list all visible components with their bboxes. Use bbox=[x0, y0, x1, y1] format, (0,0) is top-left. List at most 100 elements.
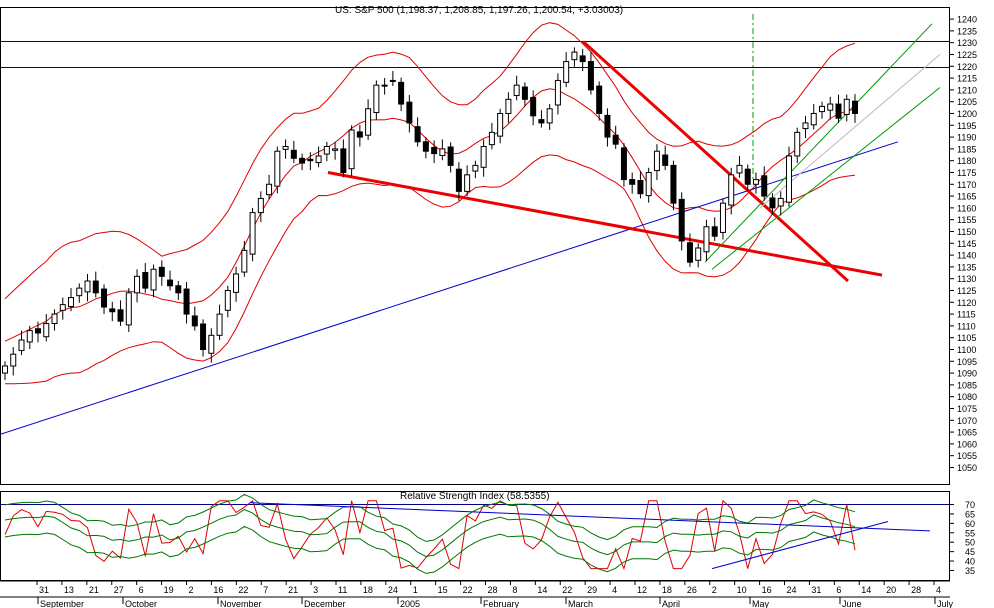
candle-body bbox=[117, 309, 124, 322]
candle-body bbox=[587, 61, 594, 91]
candle-body bbox=[736, 164, 743, 174]
candle-body bbox=[340, 148, 347, 173]
x-tick-label: 22 bbox=[238, 585, 248, 595]
candle-body bbox=[233, 273, 240, 293]
x-tick-label: 19 bbox=[164, 585, 174, 595]
x-tick-label: 13 bbox=[64, 585, 74, 595]
rsi-tick-label: 55 bbox=[965, 528, 975, 538]
price-panel-frame bbox=[0, 7, 950, 485]
y-tick-label: 1165 bbox=[957, 192, 976, 202]
candle-body bbox=[290, 149, 297, 159]
candle-body bbox=[109, 308, 116, 313]
candle-body bbox=[472, 164, 479, 172]
rsi-band-lower bbox=[4, 525, 856, 574]
candle-body bbox=[769, 197, 776, 209]
rsi-tick-label: 70 bbox=[965, 500, 975, 510]
rsi-blue-trendline bbox=[249, 502, 931, 532]
candle-body bbox=[35, 328, 42, 334]
y-tick-label: 1120 bbox=[957, 298, 976, 308]
candle-body bbox=[752, 179, 759, 185]
candle-body bbox=[521, 86, 528, 100]
candle-body bbox=[678, 198, 685, 242]
month-label: July bbox=[937, 599, 954, 608]
y-tick-label: 1205 bbox=[957, 97, 977, 107]
candle-body bbox=[356, 131, 363, 138]
candle-body bbox=[728, 174, 735, 206]
candle-body bbox=[84, 280, 91, 293]
candle-body bbox=[274, 150, 281, 187]
y-tick-label: 1215 bbox=[957, 74, 977, 84]
red-resistance-line bbox=[581, 40, 850, 283]
y-tick-label: 1105 bbox=[957, 333, 976, 343]
candle-body bbox=[852, 100, 858, 114]
candle-body bbox=[513, 84, 520, 97]
candle-body bbox=[158, 266, 165, 277]
candle-body bbox=[59, 304, 66, 311]
rsi-tick-label: 35 bbox=[965, 566, 975, 576]
candle-body bbox=[827, 103, 834, 111]
candle-body bbox=[167, 279, 174, 287]
candle-body bbox=[554, 79, 561, 106]
candle-body bbox=[191, 315, 198, 327]
y-tick-label: 1075 bbox=[957, 404, 977, 414]
rsi-tick-label: 40 bbox=[965, 557, 975, 567]
x-tick-label: 7 bbox=[263, 585, 268, 595]
candle-body bbox=[51, 313, 58, 325]
candle-body bbox=[794, 131, 801, 157]
y-tick-label: 1110 bbox=[957, 321, 976, 331]
x-tick-label: 27 bbox=[114, 585, 124, 595]
rsi-band-mid bbox=[4, 508, 856, 558]
candle-body bbox=[703, 226, 710, 253]
x-tick-label: 31 bbox=[39, 585, 49, 595]
candle-body bbox=[422, 141, 429, 152]
candle-body bbox=[150, 268, 157, 291]
month-label: May bbox=[752, 599, 770, 608]
candle-body bbox=[216, 313, 223, 336]
candle-body bbox=[43, 323, 50, 338]
x-tick-label: 2 bbox=[189, 585, 194, 595]
y-tick-label: 1050 bbox=[957, 463, 977, 473]
y-tick-label: 1175 bbox=[957, 168, 976, 178]
candle-body bbox=[266, 183, 273, 196]
candle-body bbox=[546, 108, 553, 124]
month-label: September bbox=[40, 599, 84, 608]
y-tick-label: 1200 bbox=[957, 109, 977, 119]
candle-body bbox=[604, 114, 611, 138]
candle-body bbox=[282, 146, 289, 150]
y-tick-label: 1080 bbox=[957, 392, 977, 402]
x-tick-label: 29 bbox=[587, 585, 597, 595]
x-tick-label: 21 bbox=[288, 585, 298, 595]
rsi-tick-label: 50 bbox=[965, 538, 975, 548]
candle-body bbox=[315, 155, 322, 164]
x-tick-label: 21 bbox=[89, 585, 99, 595]
x-tick-label: 3 bbox=[313, 585, 318, 595]
candle-body bbox=[406, 101, 413, 124]
rsi-band-upper bbox=[4, 493, 856, 542]
candle-body bbox=[76, 287, 83, 297]
x-tick-label: 15 bbox=[438, 585, 448, 595]
month-label: February bbox=[483, 599, 520, 608]
candle-body bbox=[744, 168, 751, 185]
candle-body bbox=[629, 179, 636, 185]
candle-body bbox=[2, 365, 8, 374]
green-channel-lower bbox=[711, 87, 941, 270]
y-tick-label: 1240 bbox=[957, 15, 977, 25]
x-tick-label: 11 bbox=[338, 585, 347, 595]
candle-body bbox=[530, 96, 537, 117]
y-tick-label: 1225 bbox=[957, 50, 977, 60]
candle-body bbox=[257, 197, 264, 214]
x-tick-label: 18 bbox=[662, 585, 672, 595]
candle-body bbox=[398, 81, 405, 105]
candle-body bbox=[563, 61, 570, 83]
y-tick-label: 1210 bbox=[957, 85, 977, 95]
y-tick-label: 1100 bbox=[957, 345, 976, 355]
y-tick-label: 1130 bbox=[957, 274, 976, 284]
y-tick-label: 1230 bbox=[957, 38, 977, 48]
x-tick-label: 24 bbox=[787, 585, 797, 595]
month-label: April bbox=[662, 599, 680, 608]
x-tick-label: 12 bbox=[637, 585, 647, 595]
candle-body bbox=[10, 353, 17, 367]
rsi-tick-label: 45 bbox=[965, 547, 975, 557]
candle-body bbox=[323, 146, 330, 155]
candle-body bbox=[439, 148, 446, 156]
